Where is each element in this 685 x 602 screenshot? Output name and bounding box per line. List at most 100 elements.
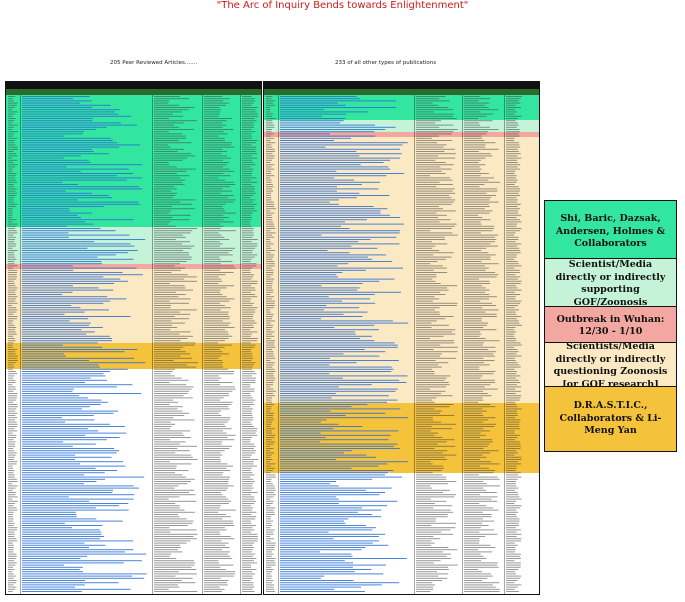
row-text-stroke <box>154 351 186 353</box>
row-text-stroke <box>22 443 96 445</box>
column-divider <box>152 95 153 594</box>
row-text-stroke <box>416 551 443 553</box>
row-text-stroke <box>22 173 134 174</box>
row-text-stroke <box>154 256 192 258</box>
row-text-stroke <box>22 360 90 361</box>
row-text-stroke <box>416 390 446 392</box>
row-text-stroke <box>506 318 517 320</box>
row-text-stroke <box>464 355 495 357</box>
row-text-stroke <box>22 410 119 412</box>
table-header <box>6 82 261 89</box>
row-text-stroke <box>506 126 517 128</box>
row-text-stroke <box>506 503 515 504</box>
row-text-stroke <box>506 489 515 491</box>
row-text-stroke <box>506 406 518 408</box>
row-text-stroke <box>242 353 253 355</box>
row-text-stroke <box>204 212 236 214</box>
row-text-stroke <box>8 470 15 471</box>
row-text-stroke <box>506 142 519 144</box>
row-text-stroke <box>154 362 198 364</box>
row-text-stroke <box>204 487 228 489</box>
row-text-stroke <box>416 184 453 185</box>
row-text-stroke <box>464 228 494 229</box>
row-text-stroke <box>266 571 272 573</box>
row-text-stroke <box>154 531 171 533</box>
row-text-stroke <box>242 500 256 502</box>
row-text-stroke <box>204 164 227 166</box>
row-text-stroke <box>506 179 518 181</box>
row-text-stroke <box>242 107 258 108</box>
row-text-stroke <box>506 439 515 441</box>
row-text-stroke <box>22 406 90 408</box>
row-text-stroke <box>464 280 490 282</box>
row-text-stroke <box>8 221 13 223</box>
row-text-stroke <box>204 175 231 177</box>
row-text-stroke <box>464 137 483 139</box>
row-text-stroke <box>242 135 252 137</box>
row-text-stroke <box>506 133 519 135</box>
row-text-stroke <box>506 470 516 471</box>
row-text-stroke <box>22 122 121 124</box>
row-text-stroke <box>280 118 346 119</box>
row-text-stroke <box>204 569 226 570</box>
row-text-stroke <box>464 175 481 177</box>
row-text-stroke <box>280 159 390 161</box>
row-text-stroke <box>22 100 92 102</box>
row-text-stroke <box>22 586 75 588</box>
row-text-stroke <box>154 390 190 392</box>
row-text-stroke <box>22 397 88 399</box>
row-text-stroke <box>416 324 449 326</box>
row-text-stroke <box>204 485 234 487</box>
row-text-stroke <box>280 357 330 359</box>
row-text-stroke <box>506 294 520 295</box>
row-text-stroke <box>242 525 256 526</box>
row-text-stroke <box>22 291 73 293</box>
row-text-stroke <box>464 390 484 392</box>
row-text-stroke <box>266 586 274 588</box>
row-text-stroke <box>280 503 339 504</box>
row-text-stroke <box>506 157 522 159</box>
row-text-stroke <box>22 340 113 342</box>
row-text-stroke <box>416 234 458 236</box>
row-text-stroke <box>280 445 394 447</box>
row-text-stroke <box>416 258 446 260</box>
row-text-stroke <box>280 549 362 551</box>
row-text-stroke <box>416 500 447 502</box>
row-text-stroke <box>8 192 17 194</box>
row-text-stroke <box>280 388 398 390</box>
row-text-stroke <box>22 236 69 238</box>
row-text-stroke <box>280 221 345 223</box>
row-text-stroke <box>22 384 133 386</box>
row-text-stroke <box>266 164 275 166</box>
row-text-stroke <box>506 333 515 335</box>
row-text-stroke <box>242 465 257 467</box>
row-text-stroke <box>416 371 435 372</box>
row-text-stroke <box>464 232 481 234</box>
row-text-stroke <box>266 175 275 177</box>
row-text-stroke <box>154 344 195 346</box>
row-text-stroke <box>8 313 14 315</box>
row-text-stroke <box>154 225 176 227</box>
row-text-stroke <box>280 511 358 513</box>
row-text-stroke <box>8 263 15 265</box>
row-text-stroke <box>506 569 519 570</box>
row-text-stroke <box>506 566 521 568</box>
row-text-stroke <box>280 320 393 322</box>
row-text-stroke <box>204 239 230 240</box>
row-text-stroke <box>416 461 431 463</box>
row-text-stroke <box>154 478 195 480</box>
row-text-stroke <box>8 514 13 515</box>
row-text-stroke <box>280 258 373 260</box>
row-text-stroke <box>280 186 337 188</box>
row-text-stroke <box>266 109 271 111</box>
row-text-stroke <box>266 351 274 353</box>
row-text-stroke <box>416 426 432 427</box>
row-text-stroke <box>280 536 379 537</box>
row-text-stroke <box>280 349 365 350</box>
row-text-stroke <box>154 487 175 489</box>
row-text-stroke <box>266 203 275 205</box>
row-text-stroke <box>242 536 258 537</box>
row-text-stroke <box>266 467 276 469</box>
row-text-stroke <box>8 368 13 370</box>
row-text-stroke <box>416 144 447 146</box>
